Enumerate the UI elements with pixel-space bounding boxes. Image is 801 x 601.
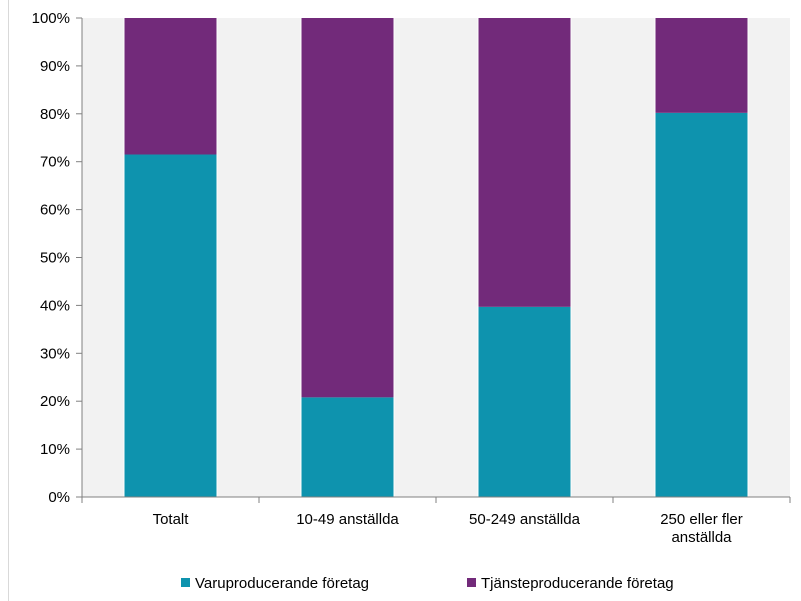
bar-tjansteproducerande-3	[655, 18, 748, 113]
x-axis-labels: Totalt 10-49 anställda 50-249 anställda 250…	[153, 511, 743, 546]
x-category-label: Totalt	[153, 511, 190, 528]
y-tick-label: 40%	[40, 297, 70, 314]
bar-tjansteproducerande-0	[124, 18, 217, 155]
bar-tjansteproducerande-2	[478, 18, 571, 307]
y-tick-label: 20%	[40, 393, 70, 410]
legend-label: Varuproducerande företag	[195, 575, 369, 592]
x-category-label: 10-49 anställda	[296, 511, 399, 528]
y-tick-label: 70%	[40, 154, 70, 171]
y-tick-label: 0%	[48, 489, 70, 506]
y-tick-label: 30%	[40, 345, 70, 362]
y-tick-label: 80%	[40, 106, 70, 123]
legend-label: Tjänsteproducerande företag	[481, 575, 674, 592]
legend: Varuproducerande företag Tjänsteproducera…	[181, 575, 674, 592]
y-axis-ticks: 0% 10% 20% 30% 40% 50% 60% 70% 80% 90% 100%	[32, 10, 82, 506]
legend-swatch	[467, 578, 476, 587]
y-tick-label: 60%	[40, 202, 70, 219]
x-category-label: 50-249 anställda	[469, 511, 581, 528]
bars-group	[124, 18, 748, 497]
y-tick-label: 90%	[40, 58, 70, 75]
y-tick-label: 100%	[32, 10, 70, 27]
bar-varuproducerande-3	[655, 112, 748, 497]
y-tick-label: 10%	[40, 441, 70, 458]
bar-tjansteproducerande-1	[301, 18, 394, 398]
bar-varuproducerande-1	[301, 397, 394, 497]
legend-swatch	[181, 578, 190, 587]
bar-varuproducerande-2	[478, 306, 571, 497]
y-tick-label: 50%	[40, 250, 70, 267]
bar-varuproducerande-0	[124, 154, 217, 497]
x-category-label: 250 eller fler	[660, 511, 743, 528]
x-category-label: anställda	[671, 529, 732, 546]
